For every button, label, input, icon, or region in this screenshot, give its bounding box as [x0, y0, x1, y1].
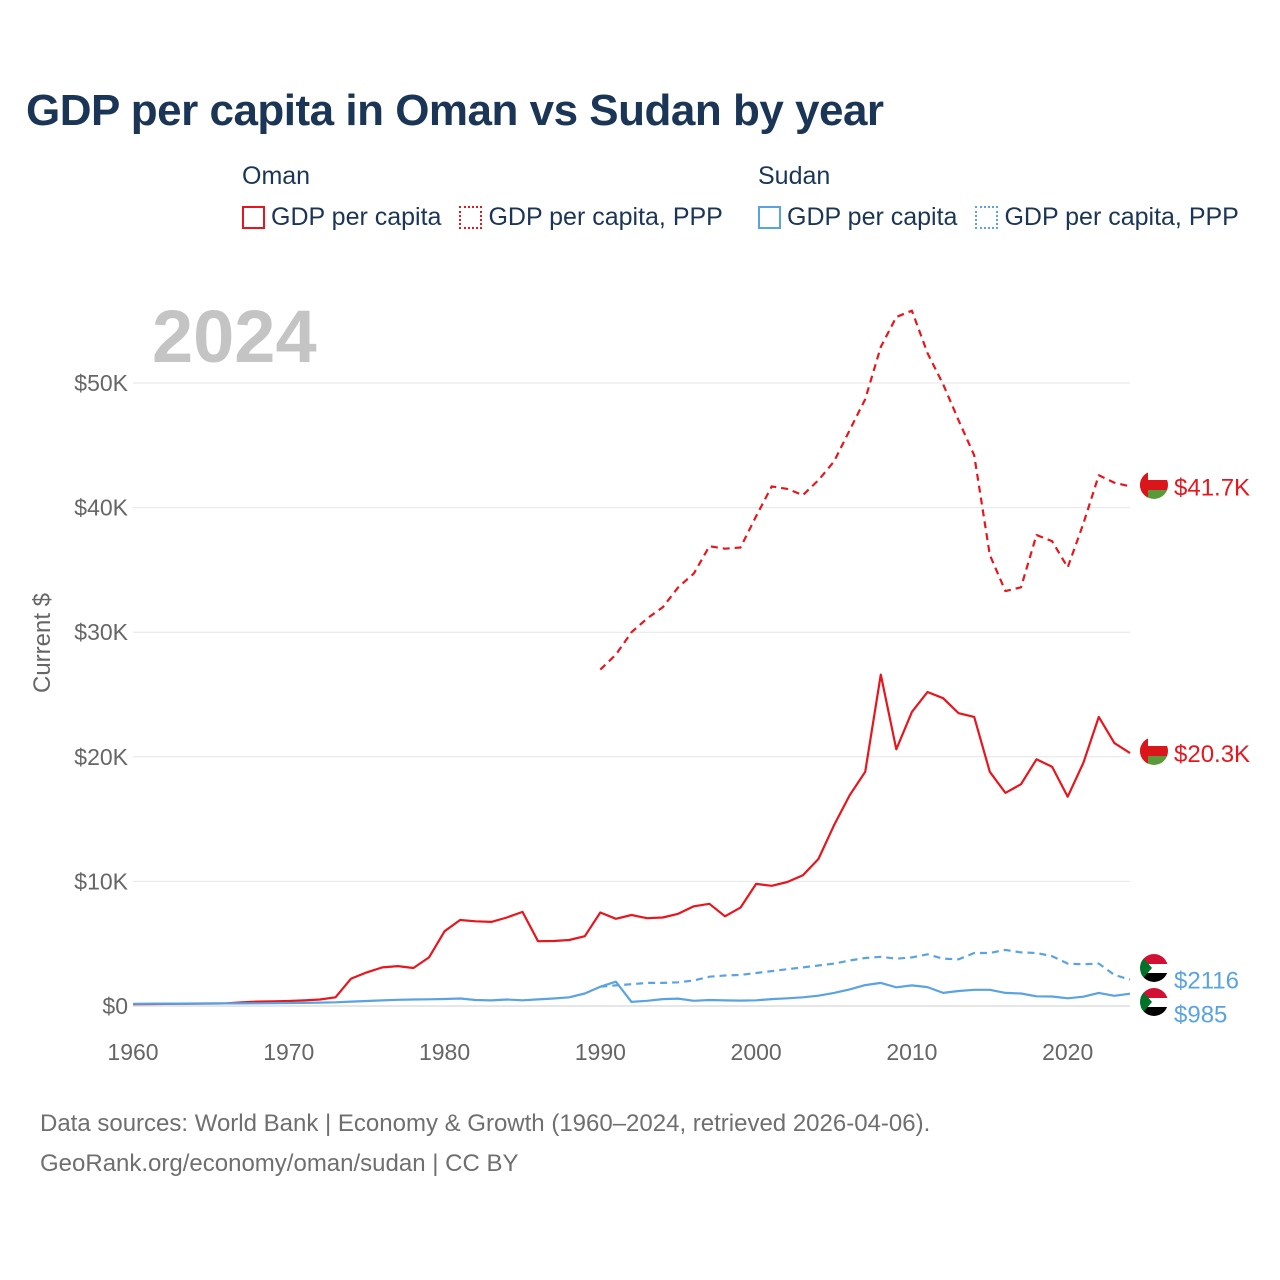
legend-group-label: Oman	[242, 162, 311, 190]
x-tick-label: 1960	[107, 1039, 158, 1065]
sudan-flag-icon	[1140, 954, 1168, 982]
legend-item-sudan-gdp[interactable]: GDP per capita	[758, 203, 957, 232]
legend-item-sudan-gdp-ppp[interactable]: GDP per capita, PPP	[975, 203, 1239, 232]
y-tick-label: $30K	[74, 619, 128, 645]
legend-item-label: GDP per capita	[787, 203, 958, 231]
legend-item-label: GDP per capita, PPP	[488, 203, 723, 231]
y-tick-label: $50K	[74, 370, 128, 396]
y-tick-label: $0	[102, 993, 128, 1019]
x-axis: 1960 1970 1980 1990 2000 2010 2020	[107, 1039, 1093, 1065]
legend-item-label: GDP per capita, PPP	[1004, 203, 1239, 231]
series-line-sudan-gdp-per-capita-ppp[interactable]	[600, 948, 1131, 988]
end-value-label: $2116	[1174, 968, 1239, 995]
legend-swatch-dotted-icon	[459, 206, 483, 229]
end-markers	[1140, 471, 1168, 1016]
footer-link[interactable]: GeoRank.org/economy/oman/sudan | CC BY	[40, 1150, 519, 1177]
end-value-label: $985	[1174, 1002, 1227, 1029]
sudan-flag-icon	[1140, 988, 1168, 1016]
series-line-oman-gdp-per-capita[interactable]	[132, 673, 1131, 1006]
x-tick-label: 1970	[263, 1039, 314, 1065]
grid-lines	[133, 382, 1130, 1007]
legend-group-oman: Oman GDP per capita GDP per capita, PPP	[242, 162, 723, 232]
legend-group-sudan: Sudan GDP per capita GDP per capita, PPP	[758, 162, 1239, 232]
legend-group-label: Sudan	[758, 162, 831, 190]
end-labels: $41.7K $20.3K $2116 $985	[1174, 474, 1250, 1028]
legend-swatch-solid-icon	[242, 206, 265, 229]
oman-flag-icon	[1140, 737, 1168, 765]
series-line-oman-gdp-per-capita-ppp[interactable]	[599, 309, 1131, 671]
oman-flag-icon	[1140, 471, 1168, 499]
x-tick-label: 2020	[1042, 1039, 1093, 1065]
y-tick-label: $10K	[74, 868, 128, 894]
series-line-sudan-gdp-per-capita[interactable]	[132, 980, 1131, 1005]
legend-item-oman-gdp[interactable]: GDP per capita	[242, 203, 441, 232]
legend-item-oman-gdp-ppp[interactable]: GDP per capita, PPP	[459, 203, 723, 232]
series-lines	[132, 309, 1131, 1006]
chart-title: GDP per capita in Oman vs Sudan by year	[26, 86, 884, 135]
legend-swatch-dotted-icon	[975, 206, 999, 229]
footer: Data sources: World Bank | Economy & Gro…	[40, 1104, 930, 1184]
x-tick-label: 1990	[575, 1039, 626, 1065]
year-watermark: 2024	[152, 295, 317, 378]
x-tick-label: 2010	[886, 1039, 937, 1065]
y-tick-label: $20K	[74, 744, 128, 770]
x-tick-label: 2000	[731, 1039, 782, 1065]
end-value-label: $41.7K	[1174, 474, 1250, 501]
end-value-label: $20.3K	[1174, 741, 1250, 768]
legend-item-label: GDP per capita	[271, 203, 442, 231]
y-axis: $0 $10K $20K $30K $40K $50K	[74, 370, 128, 1019]
footer-sources: Data sources: World Bank | Economy & Gro…	[40, 1110, 931, 1137]
y-axis-label: Current $	[29, 593, 56, 693]
legend-swatch-solid-icon	[758, 206, 781, 229]
y-tick-label: $40K	[74, 495, 128, 521]
x-tick-label: 1980	[419, 1039, 470, 1065]
